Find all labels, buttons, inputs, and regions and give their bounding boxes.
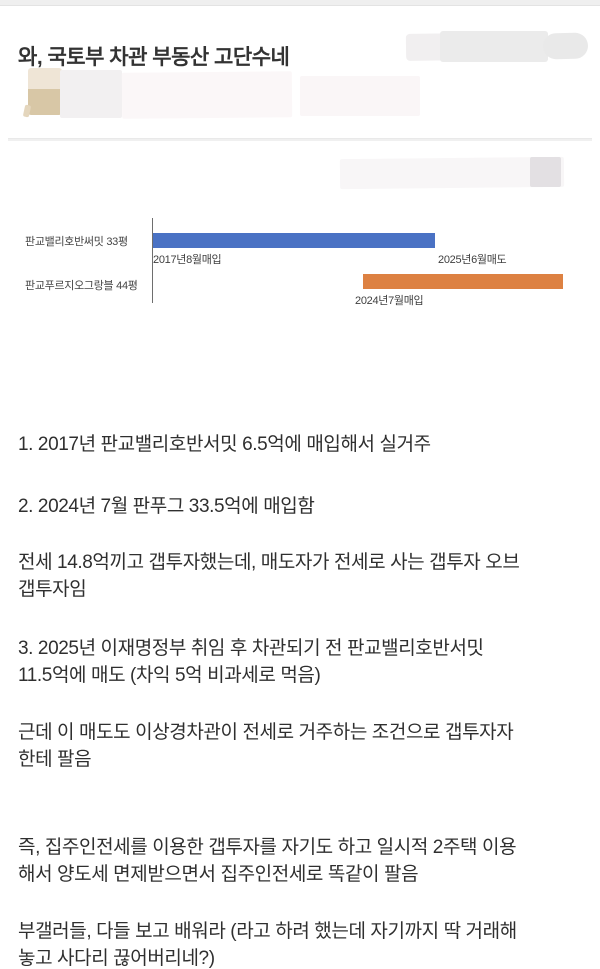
chart-bar-end-label: 2025년6월매도 xyxy=(438,254,507,266)
redacted-title-meta-3[interactable] xyxy=(542,32,589,60)
body-paragraph: 2. 2024년 7월 판푸그 33.5억에 매입함 xyxy=(18,496,315,517)
redacted-author-info-2 xyxy=(121,71,293,119)
header-divider xyxy=(8,138,592,141)
chart-bar-prugio-grandble xyxy=(363,274,563,289)
chart-bar-start-label: 2017년8월매입 xyxy=(153,254,222,266)
chart-category-label: 판교푸르지오그랑블 44평 xyxy=(25,280,138,292)
redacted-author-info-3 xyxy=(300,76,420,116)
chart-category-label: 판교밸리호반써밋 33평 xyxy=(25,236,128,248)
chart-bar-start-label: 2024년7월매입 xyxy=(355,295,424,307)
body-paragraph: 3. 2025년 이재명정부 취임 후 차관되기 전 판교밸리호반서밋 11.5… xyxy=(18,638,484,686)
browser-top-strip xyxy=(0,0,600,6)
redacted-title-meta-2 xyxy=(440,31,548,62)
post-title: 와, 국토부 차관 부동산 고단수네 xyxy=(18,46,290,70)
body-paragraph: 부갤러들, 다들 보고 배워라 (라고 하려 했는데 자기까지 딱 거래해 놓고… xyxy=(18,921,517,969)
timeline-bar-chart: 판교밸리호반써밋 33평 판교푸르지오그랑블 44평 2017년8월매입 202… xyxy=(0,210,600,320)
redacted-author-info xyxy=(60,70,122,118)
avatar-decoration xyxy=(22,104,32,118)
avatar xyxy=(28,68,62,115)
redacted-toolbar-button[interactable] xyxy=(530,157,561,187)
body-paragraph: 1. 2017년 판교밸리호반서밋 6.5억에 매입해서 실거주 xyxy=(18,434,431,455)
chart-bar-hoban-summit xyxy=(153,233,435,248)
body-paragraph: 전세 14.8억끼고 갭투자했는데, 매도자가 전세로 사는 갭투자 오브 갭투… xyxy=(18,552,520,600)
chart-y-axis-line xyxy=(152,218,153,303)
body-paragraph: 근데 이 매도도 이상경차관이 전세로 거주하는 조건으로 갭투자자 한테 팔음 xyxy=(18,722,514,770)
body-paragraph: 즉, 집주인전세를 이용한 갭투자를 자기도 하고 일시적 2주택 이용 해서 … xyxy=(18,837,517,885)
